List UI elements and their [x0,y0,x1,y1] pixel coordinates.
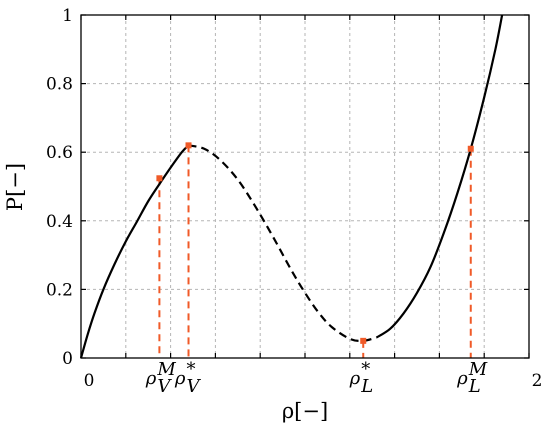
marker-label-rho_L_star: ρ *L [349,359,374,397]
marker-label-sub: V [157,376,172,397]
marker-points [156,142,474,344]
curve-segment-solid [376,14,504,339]
marker-label-sup: * [187,359,196,380]
y-axis-label: P[−] [3,163,27,211]
marker-label-rho_V_star: ρ *V [174,359,202,397]
marker-label-sub: L [468,376,481,397]
curve-segment-dashed [188,144,377,343]
x-tick-label: 2 [532,371,543,391]
marker-point-rho_V_M [156,175,163,182]
y-tick-label: 0.2 [46,280,73,300]
marker-label-rho_V_M: ρ MV [145,359,177,397]
curve [79,14,504,359]
marker-label-sub: V [187,376,202,397]
y-tick-label: 0.6 [46,143,73,163]
ticks [80,14,530,359]
plot-frame [80,14,530,359]
marker-label-sup: M [468,359,488,380]
y-tick-label: 1 [62,6,73,26]
marker-label-rho_L_M: ρ ML [456,359,488,397]
y-tick-label: 0.8 [46,75,73,95]
y-tick-label: 0 [62,349,73,369]
marker-label-sup: M [156,359,176,380]
marker-label-sub: L [360,376,373,397]
marker-label-base: ρ [456,368,468,389]
marker-label-sup: * [361,359,370,380]
marker-lines [158,145,472,358]
marker-point-rho_L_M [467,145,474,152]
marker-label-base: ρ [349,368,361,389]
y-tick-label: 0.4 [46,212,73,232]
marker-label-base: ρ [145,368,157,389]
grid [81,14,530,358]
curve-segment-solid [79,144,190,359]
marker-labels: ρ MV ρ *V ρ *L ρ ML [145,359,488,397]
tick-labels: 0 2 0 0.2 0.4 0.6 0.8 1 [46,6,542,391]
marker-point-rho_V_star [185,142,192,149]
marker-label-base: ρ [174,368,186,389]
x-tick-label: 0 [84,371,95,391]
marker-point-rho_L_star [360,337,367,344]
x-axis-label: ρ[−] [282,399,328,423]
